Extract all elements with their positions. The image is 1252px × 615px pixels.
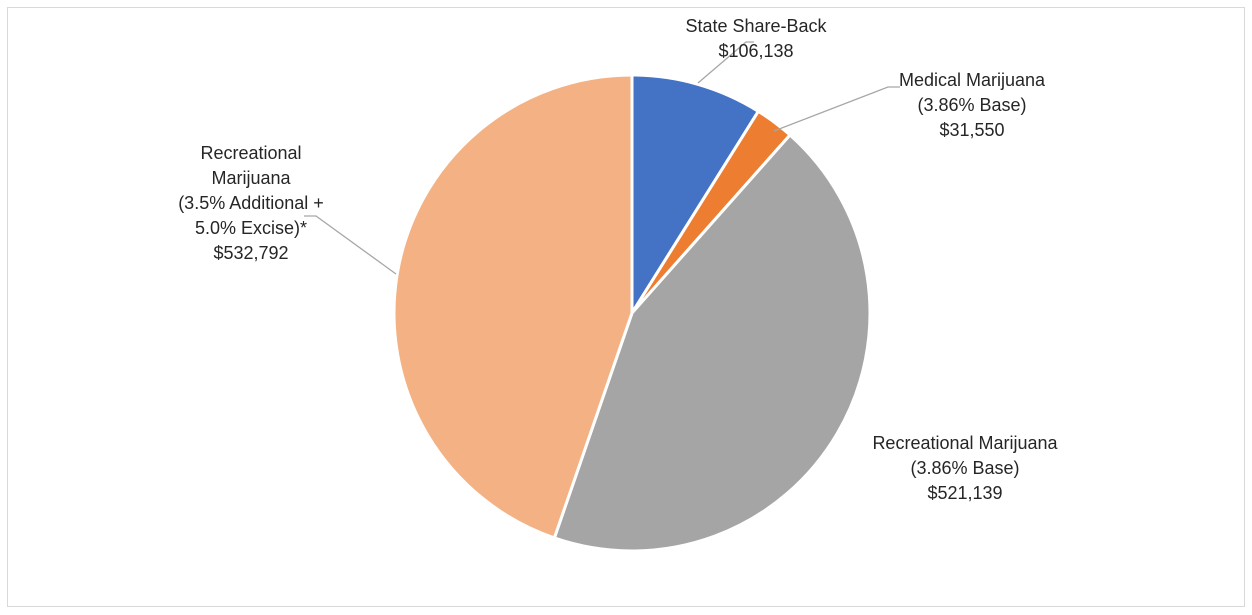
slice-label-line: Recreational Marijuana xyxy=(872,433,1058,453)
slice-label-line: $31,550 xyxy=(939,120,1004,140)
slice-label-line: State Share-Back xyxy=(685,16,827,36)
leader-line xyxy=(304,215,397,275)
leader-line xyxy=(773,86,900,132)
pie-chart: State Share-Back $106,138 Medical Marijuan… xyxy=(178,16,1059,553)
slice-label: Recreational Marijuana (3.86% Base) $521,1… xyxy=(872,433,1058,503)
slice-label: Recreational Marijuana (3.5% Additional + 5… xyxy=(178,143,324,263)
pie-slice xyxy=(552,132,872,553)
chart-area: State Share-Back $106,138 Medical Marijuan… xyxy=(7,7,1245,607)
slice-label-line: Recreational xyxy=(200,143,301,163)
slice-label-line: $532,792 xyxy=(213,243,288,263)
pie-slice xyxy=(392,73,634,540)
slice-label-line: (3.86% Base) xyxy=(917,95,1026,115)
slice-label-line: (3.86% Base) xyxy=(910,458,1019,478)
leader-line xyxy=(697,41,754,84)
pie-slice xyxy=(630,73,761,319)
slice-label-line: 5.0% Excise)* xyxy=(195,218,307,238)
slice-label-line: Marijuana xyxy=(211,168,291,188)
slice-label-line: $106,138 xyxy=(718,41,793,61)
slice-label-line: Medical Marijuana xyxy=(899,70,1046,90)
slice-label-line: (3.5% Additional + xyxy=(178,193,324,213)
slice-label-line: $521,139 xyxy=(927,483,1002,503)
slice-label: Medical Marijuana (3.86% Base) $31,550 xyxy=(899,70,1046,140)
slice-label: State Share-Back $106,138 xyxy=(685,16,827,61)
